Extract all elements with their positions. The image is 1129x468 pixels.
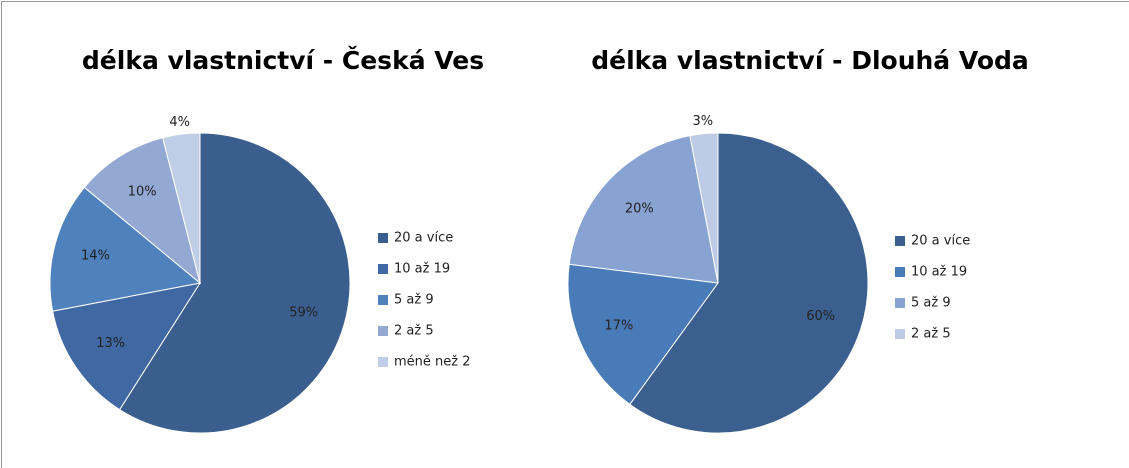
legend-label: 5 až 9 bbox=[911, 296, 951, 311]
pie-slice bbox=[689, 132, 719, 284]
value-label: 3% bbox=[692, 114, 713, 129]
value-label: 4% bbox=[169, 115, 190, 130]
legend-label: méně než 2 bbox=[394, 355, 471, 370]
pie-slice bbox=[49, 186, 202, 312]
pie-slice bbox=[567, 263, 719, 406]
legend-swatch bbox=[378, 326, 388, 336]
legend-swatch bbox=[895, 329, 905, 339]
legend-label: 2 až 5 bbox=[911, 327, 951, 342]
legend-label: 20 a více bbox=[394, 231, 453, 246]
legend-label: 10 až 19 bbox=[911, 265, 967, 280]
value-label: 13% bbox=[96, 336, 125, 351]
chart-title: délka vlastnictví - Dlouhá Voda bbox=[591, 46, 1029, 75]
pie-slice bbox=[568, 135, 719, 284]
legend-label: 20 a více bbox=[911, 234, 970, 249]
legend-swatch bbox=[895, 236, 905, 246]
legend-label: 2 až 5 bbox=[394, 324, 434, 339]
pie-slice bbox=[118, 132, 351, 434]
value-label: 10% bbox=[128, 184, 157, 199]
value-label: 20% bbox=[625, 202, 654, 217]
legend-swatch bbox=[378, 357, 388, 367]
legend-swatch bbox=[895, 267, 905, 277]
pie-slice bbox=[162, 132, 201, 284]
pie-slice bbox=[83, 137, 201, 285]
value-label: 59% bbox=[289, 306, 318, 321]
value-label: 14% bbox=[81, 249, 110, 264]
value-label: 17% bbox=[604, 318, 633, 333]
legend-label: 5 až 9 bbox=[394, 293, 434, 308]
legend-label: 10 až 19 bbox=[394, 262, 450, 277]
legend-swatch bbox=[378, 264, 388, 274]
legend-swatch bbox=[378, 233, 388, 243]
legend-swatch bbox=[895, 298, 905, 308]
pie-slice bbox=[52, 282, 202, 411]
value-label: 60% bbox=[806, 309, 835, 324]
legend-swatch bbox=[378, 295, 388, 305]
chart-title: délka vlastnictví - Česká Ves bbox=[82, 45, 484, 75]
pie-slice bbox=[629, 132, 869, 434]
